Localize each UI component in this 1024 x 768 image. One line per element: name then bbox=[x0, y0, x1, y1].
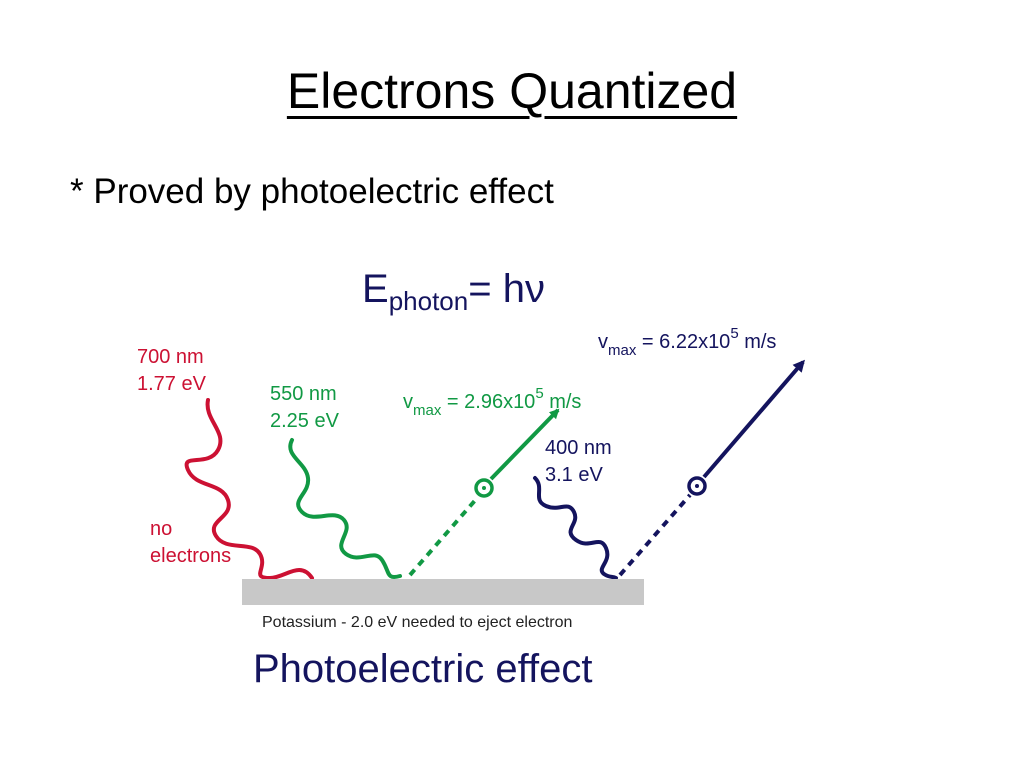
potassium-plate bbox=[242, 579, 644, 605]
slide-title-text: Electrons Quantized bbox=[286, 63, 738, 119]
wave-label-green-energy: 2.25 eV bbox=[270, 410, 340, 432]
velocity-label-green: vmax = 2.96x105 m/s bbox=[403, 385, 581, 419]
no-electrons-label-line2: electrons bbox=[150, 545, 231, 567]
navy-photon-wave bbox=[533, 476, 618, 580]
red-photon-wave bbox=[184, 398, 314, 581]
wave-label-navy-energy: 3.1 eV bbox=[545, 464, 603, 486]
wave-label-red-wavelength: 700 nm bbox=[137, 346, 204, 368]
diagram-caption: Photoelectric effect bbox=[253, 647, 592, 691]
navy-electron-core bbox=[695, 484, 699, 488]
green-electron-dashed-path bbox=[408, 495, 480, 577]
velocity-label-navy: vmax = 6.22x105 m/s bbox=[598, 325, 776, 359]
slide-title: Electrons Quantized bbox=[0, 62, 1024, 120]
plate-label: Potassium - 2.0 eV needed to eject elect… bbox=[262, 614, 572, 631]
equation-lhs: E bbox=[362, 267, 389, 311]
wave-label-red-energy: 1.77 eV bbox=[137, 373, 207, 395]
equation-subscript: photon bbox=[389, 286, 469, 316]
green-velocity-arrow bbox=[489, 408, 560, 481]
equation: Ephoton= hν bbox=[362, 267, 545, 316]
navy-velocity-arrow bbox=[702, 359, 805, 479]
no-electrons-label-line1: no bbox=[150, 518, 172, 540]
wave-label-green-wavelength: 550 nm bbox=[270, 383, 337, 405]
equation-rhs: = hν bbox=[468, 267, 545, 311]
green-electron-core bbox=[482, 486, 486, 490]
wave-label-navy-wavelength: 400 nm bbox=[545, 437, 612, 459]
bullet-point: * Proved by photoelectric effect bbox=[70, 172, 554, 211]
green-photon-wave bbox=[288, 438, 402, 579]
navy-electron-dashed-path bbox=[618, 493, 692, 577]
